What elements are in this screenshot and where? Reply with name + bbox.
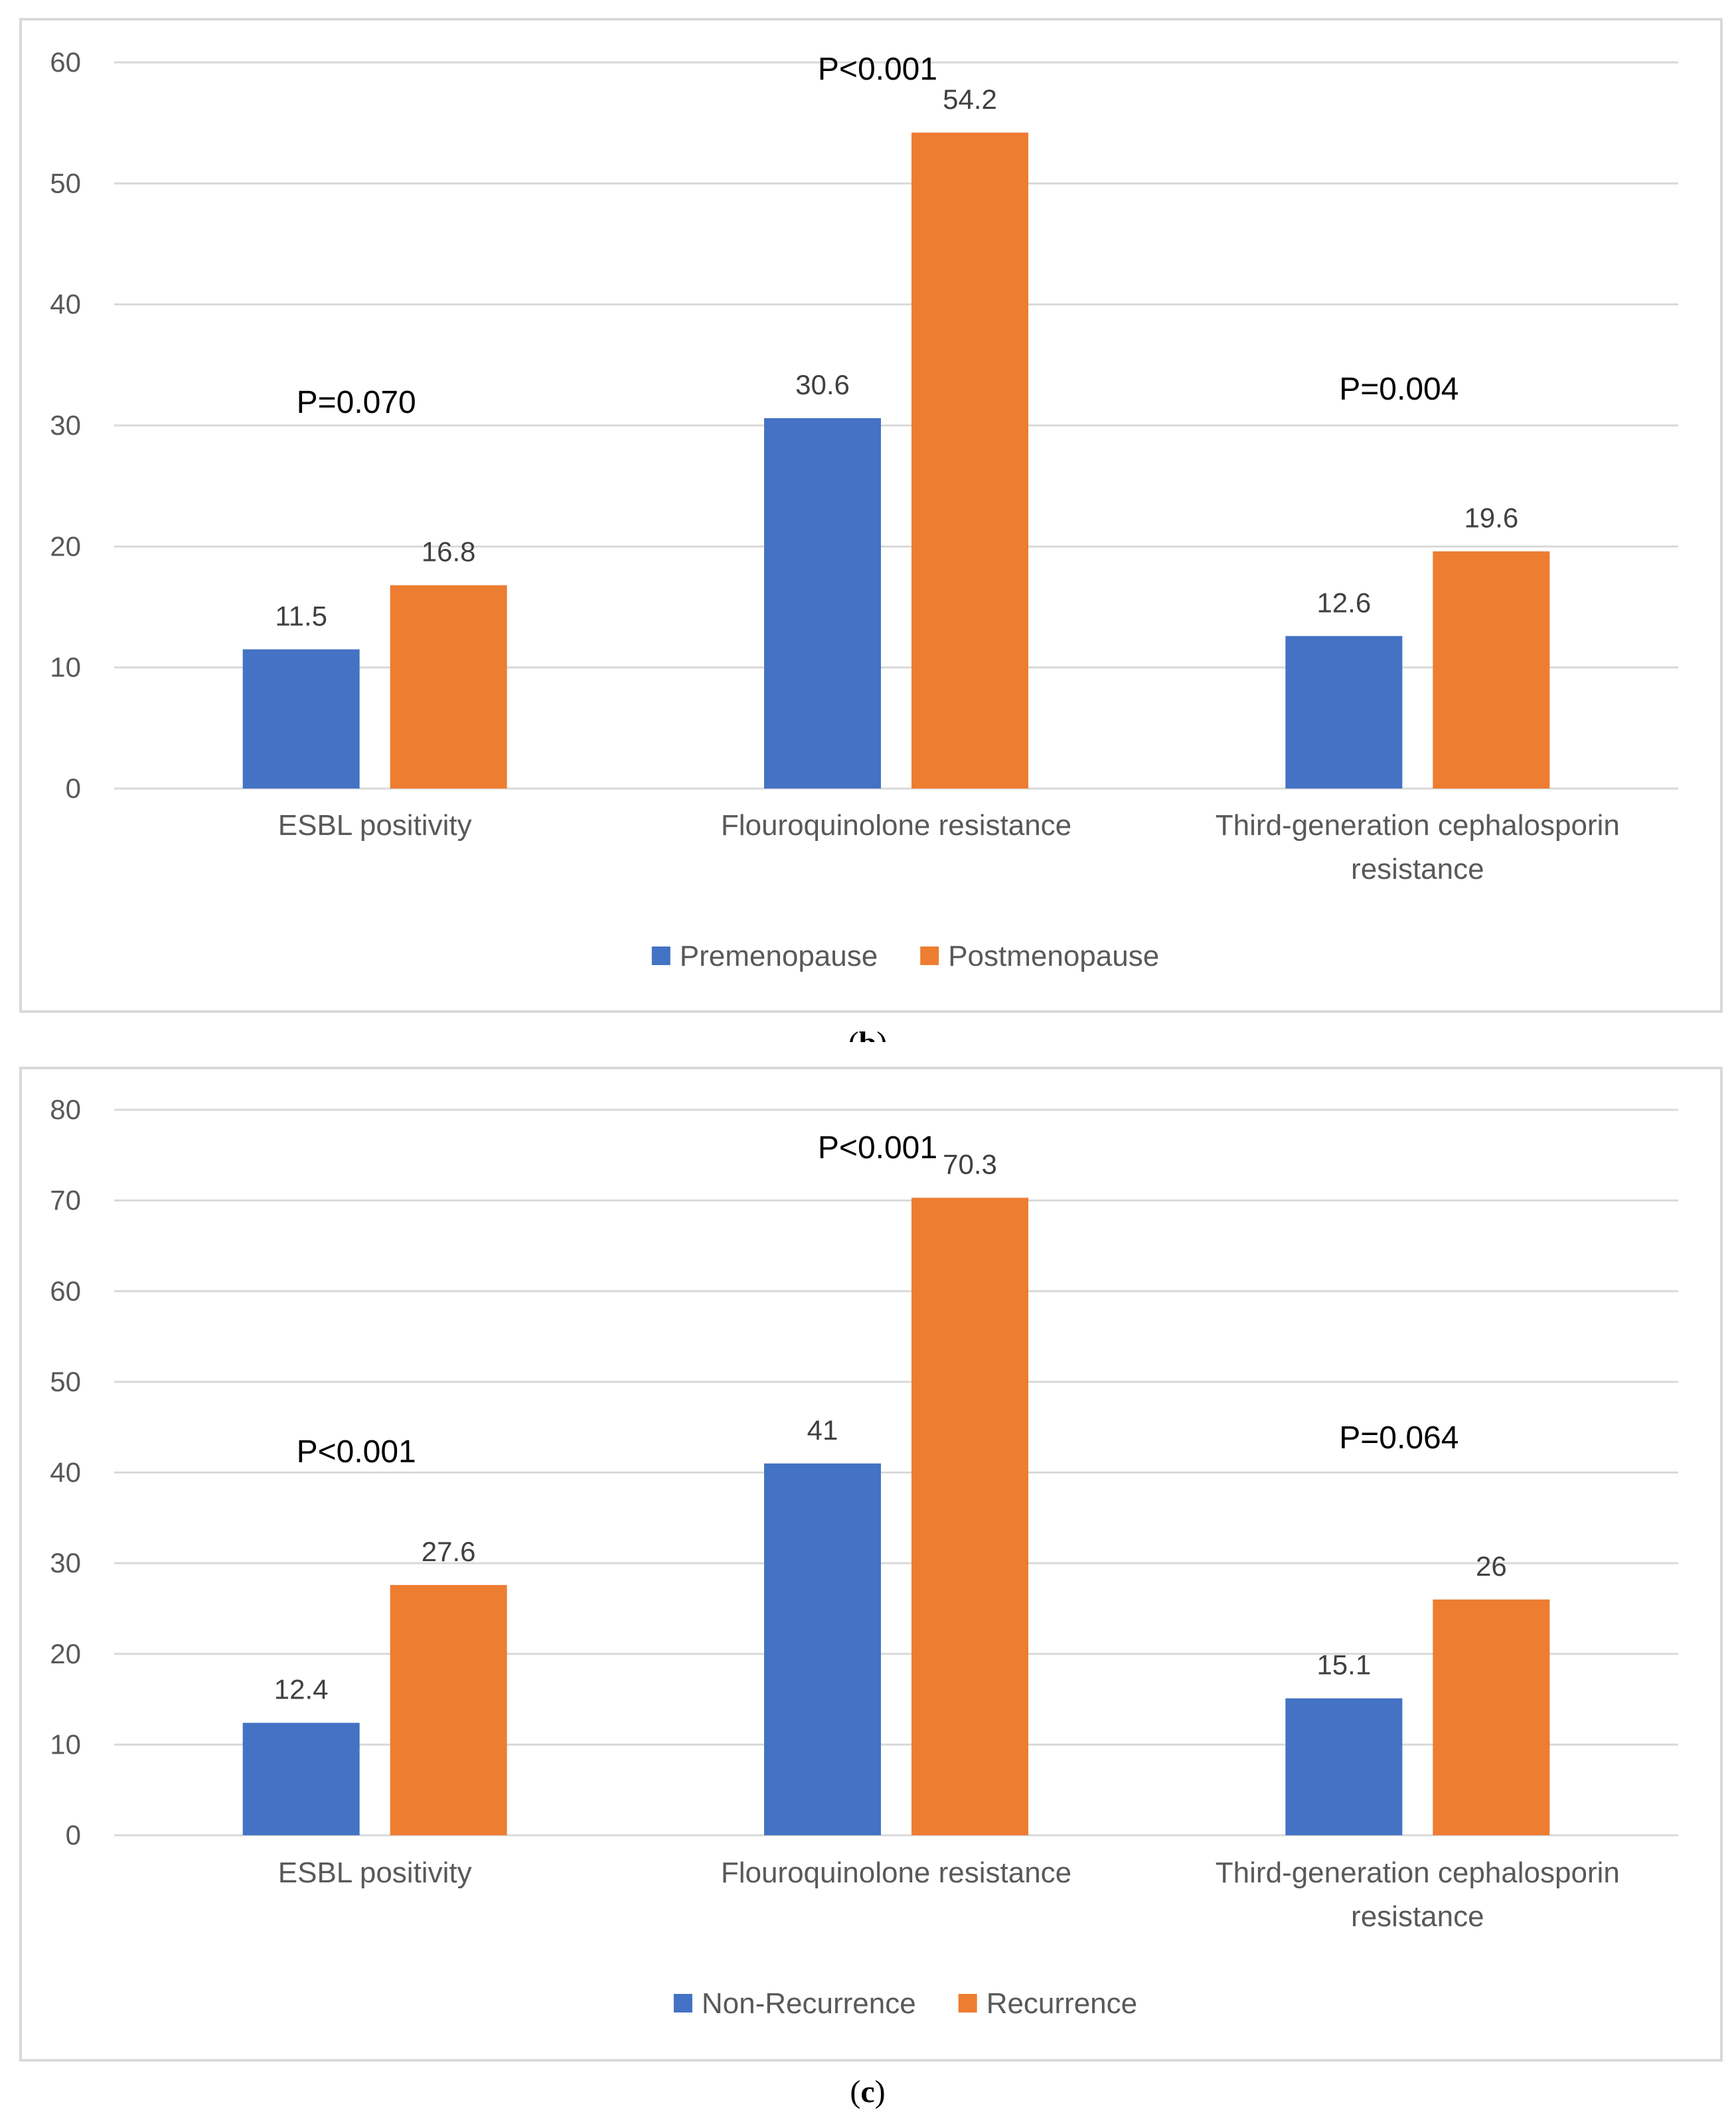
legend-label: Postmenopause: [948, 940, 1159, 972]
p-value-annotation: P<0.001: [818, 52, 937, 87]
bar: [242, 649, 360, 789]
p-value-annotation: P<0.001: [818, 1130, 937, 1166]
y-tick-label: 60: [50, 46, 81, 78]
x-tick-label: Third-generation cephalosporin: [1216, 809, 1620, 842]
x-tick-label: ESBL positivity: [278, 809, 472, 842]
data-label: 30.6: [795, 369, 850, 400]
y-tick-label: 60: [50, 1275, 81, 1306]
x-tick-label: resistance: [1351, 1900, 1484, 1933]
x-tick-label: Third-generation cephalosporin: [1216, 1857, 1620, 1889]
y-tick-label: 40: [50, 1457, 81, 1488]
data-label: 11.5: [275, 600, 327, 631]
x-tick-label: Flouroquinolone resistance: [721, 809, 1071, 842]
y-tick-label: 30: [50, 410, 81, 441]
y-tick-label: 0: [66, 773, 81, 804]
y-tick-label: 50: [50, 1366, 81, 1397]
data-label: 15.1: [1316, 1649, 1371, 1681]
y-tick-label: 10: [50, 652, 81, 683]
data-label: 54.2: [943, 84, 997, 115]
legend-swatch: [673, 1994, 692, 2012]
p-value-annotation: P=0.064: [1339, 1420, 1459, 1456]
bar: [1433, 1599, 1550, 1835]
legend-label: Non-Recurrence: [702, 1987, 916, 2020]
bar: [911, 1197, 1028, 1835]
bar: [1285, 636, 1403, 789]
legend-label: Recurrence: [986, 1987, 1137, 2020]
chart-panel-b: 0 10 20 30 40 50 60 11.5 16.8 30.6 54.2 12.6 19.6 E…: [19, 18, 1723, 1042]
data-label: 70.3: [943, 1149, 997, 1180]
data-label: 12.6: [1316, 587, 1371, 618]
y-tick-label: 20: [50, 530, 81, 562]
y-tick-label: 30: [50, 1547, 81, 1578]
bar: [911, 132, 1028, 789]
x-tick-label: Flouroquinolone resistance: [721, 1857, 1071, 1889]
y-tick-label: 50: [50, 167, 81, 198]
y-tick-label: 20: [50, 1638, 81, 1669]
y-tick-label: 70: [50, 1185, 81, 1216]
p-value-annotation: P=0.070: [297, 385, 416, 420]
bar: [390, 585, 507, 789]
data-label: 41: [807, 1414, 838, 1446]
bar: [764, 1463, 881, 1835]
legend-label: Premenopause: [680, 940, 878, 972]
y-tick-label: 10: [50, 1728, 81, 1760]
bar: [242, 1722, 360, 1835]
p-value-annotation: P<0.001: [297, 1434, 416, 1470]
caption-b: (b): [848, 1025, 888, 1042]
data-label: 27.6: [422, 1536, 476, 1567]
bar: [764, 418, 881, 789]
data-label: 16.8: [422, 536, 476, 568]
chart-panel-c: 0 10 20 30 40 50 60 70 80 12.4 27.6 41 70.3 15.1 26 E…: [19, 1067, 1723, 2109]
data-label: 26: [1476, 1551, 1507, 1582]
data-label: 19.6: [1464, 502, 1518, 534]
p-value-annotation: P=0.004: [1339, 372, 1459, 407]
legend-swatch: [958, 1994, 977, 2012]
y-tick-label: 40: [50, 289, 81, 320]
y-tick-label: 0: [66, 1819, 81, 1851]
y-tick-label: 80: [50, 1094, 81, 1125]
bar: [390, 1584, 507, 1835]
x-tick-label: resistance: [1351, 853, 1484, 885]
data-label: 12.4: [274, 1674, 329, 1705]
x-tick-label: ESBL positivity: [278, 1857, 472, 1889]
bar: [1433, 551, 1550, 789]
caption-c: (c): [850, 2074, 885, 2109]
legend-swatch: [651, 947, 671, 965]
bar: [1285, 1698, 1403, 1835]
legend-swatch: [920, 947, 939, 965]
